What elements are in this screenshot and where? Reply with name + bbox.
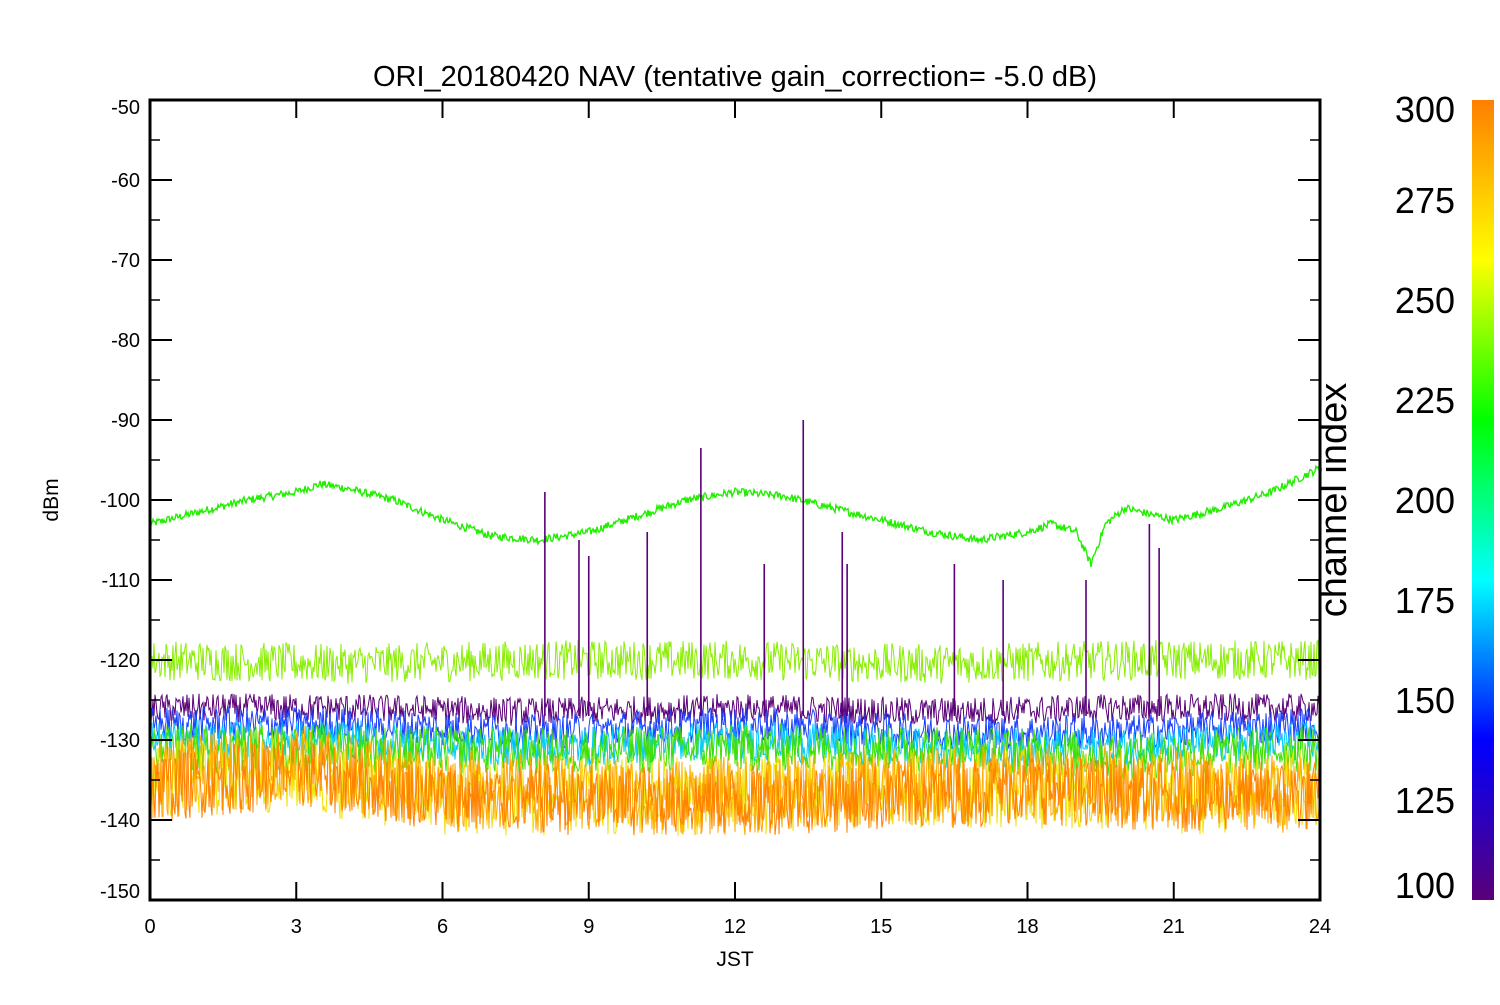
y-tick-label: -90 <box>111 410 140 432</box>
y-tick-label: -80 <box>111 330 140 352</box>
colorbar-label: channel index <box>1313 383 1355 618</box>
y-tick-label: -140 <box>100 810 140 832</box>
colorbar-tick-label: 125 <box>1395 780 1455 821</box>
y-tick-label: -130 <box>100 730 140 752</box>
colorbar-tick-label: 225 <box>1395 380 1455 421</box>
colorbar-tick-label: 275 <box>1395 180 1455 221</box>
series-line-225 <box>150 723 1320 780</box>
series-line-300 <box>150 737 1320 836</box>
x-axis-label: JST <box>716 948 754 971</box>
x-tick-label: 12 <box>724 916 746 938</box>
x-tick-label: 3 <box>291 916 302 938</box>
x-tick-label: 15 <box>870 916 892 938</box>
x-tick-label: 0 <box>144 916 155 938</box>
series-line-255 <box>150 639 1320 684</box>
colorbar-tick-label: 300 <box>1395 89 1455 130</box>
y-tick-label: -120 <box>100 650 140 672</box>
y-tick-label: -70 <box>111 250 140 272</box>
colorbar-tick-label: 250 <box>1395 280 1455 321</box>
y-axis-label: dBm <box>40 478 63 521</box>
y-tick-label: -60 <box>111 170 140 192</box>
series-line-180 <box>150 719 1320 768</box>
x-tick-label: 21 <box>1163 916 1185 938</box>
series-line-215 <box>150 464 1320 568</box>
x-tick-label: 6 <box>437 916 448 938</box>
x-tick-label: 18 <box>1016 916 1038 938</box>
plot-frame <box>148 98 1322 902</box>
chart-title: ORI_20180420 NAV (tentative gain_correct… <box>373 61 1097 93</box>
series-line-140 <box>150 706 1320 751</box>
y-tick-label: -100 <box>100 490 140 512</box>
colorbar-ticks: 100 125 150 175 200 225 250 275 300 <box>1395 89 1455 906</box>
colorbar-tick-label: 100 <box>1395 865 1455 906</box>
y-tick-label: -150 <box>100 881 140 903</box>
y-tick-label: -50 <box>111 97 140 119</box>
x-tick-label: 9 <box>583 916 594 938</box>
y-tick-label: -110 <box>101 570 140 592</box>
x-tick-label: 24 <box>1309 916 1331 938</box>
colorbar <box>1472 100 1494 900</box>
axes: 0 3 6 9 12 15 18 21 24 -50 -60 -70 -80 -90 -100 -110 -12… <box>100 97 1331 938</box>
colorbar-tick-label: 200 <box>1395 480 1455 521</box>
series-line-290 <box>150 725 1320 836</box>
colorbar-tick-label: 150 <box>1395 680 1455 721</box>
plot-area <box>150 420 1320 836</box>
colorbar-tick-label: 175 <box>1395 580 1455 621</box>
